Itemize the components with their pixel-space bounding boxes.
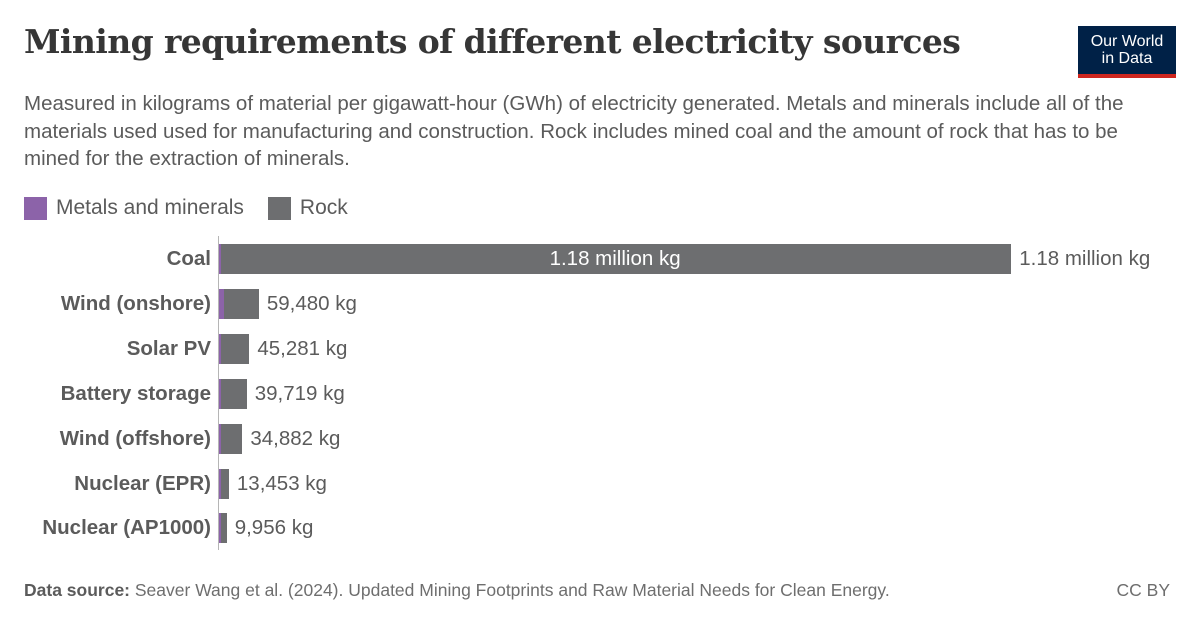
logo-accent-bar [1078,74,1176,78]
chart-subtitle: Measured in kilograms of material per gi… [24,92,1124,170]
value-label: 39,719 kg [254,382,345,405]
metals-segment[interactable] [219,469,221,499]
rock-segment[interactable] [220,244,1012,274]
metals-segment[interactable] [219,513,221,543]
value-label: 34,882 kg [250,427,341,450]
stacked-bar[interactable] [219,289,259,319]
category-label: Battery storage [60,382,211,405]
bar-row[interactable]: Battery storage 39,719 kg [0,379,1200,409]
bar-row[interactable]: Nuclear (EPR) 13,453 kg [0,469,1200,499]
stacked-bar[interactable] [219,513,227,543]
bar-row[interactable]: Wind (offshore) 34,882 kg [0,424,1200,454]
category-label: Nuclear (AP1000) [42,516,211,539]
rock-segment[interactable] [220,469,229,499]
metals-segment[interactable] [219,424,221,454]
legend-label: Metals and minerals [56,196,244,219]
source-label: Data source: [24,580,131,600]
bar-row[interactable]: Wind (onshore) 59,480 kg [0,289,1200,319]
bar-chart: Coal 1.18 million kg 1.18 million kg Wind (… [0,236,1200,556]
rock-segment[interactable] [224,289,259,319]
logo-line-2: in Data [1101,50,1153,67]
bar-row[interactable]: Solar PV 45,281 kg [0,334,1200,364]
category-label: Nuclear (EPR) [74,472,211,495]
data-source: Data source: Seaver Wang et al. (2024). … [24,580,890,601]
rock-segment[interactable] [220,424,243,454]
stacked-bar[interactable] [219,334,250,364]
rock-segment[interactable] [220,334,250,364]
legend-item-metals[interactable]: Metals and minerals [24,196,244,220]
license[interactable]: CC BY [1116,580,1170,600]
stacked-bar[interactable] [219,379,247,409]
value-label: 1.18 million kg [1019,247,1151,270]
legend-item-rock[interactable]: Rock [267,196,348,220]
stacked-bar[interactable] [219,469,229,499]
legend-label: Rock [299,196,348,219]
category-label: Wind (onshore) [60,292,211,315]
value-label: 9,956 kg [234,516,314,539]
category-label: Coal [166,247,211,270]
inner-value-label: 1.18 million kg [549,247,681,270]
metals-swatch-icon [24,196,47,220]
value-label: 45,281 kg [257,337,348,360]
bar-row[interactable]: Nuclear (AP1000) 9,956 kg [0,513,1200,543]
owid-logo[interactable]: Our World in Data [1078,26,1176,78]
metals-segment[interactable] [219,244,221,274]
value-label: 59,480 kg [266,292,357,315]
bar-row[interactable]: Coal 1.18 million kg 1.18 million kg [0,244,1200,274]
rock-swatch-icon [267,196,291,220]
stacked-bar[interactable] [219,424,243,454]
legend: Metals and minerals Rock [24,196,372,220]
rock-segment[interactable] [220,513,227,543]
source-text[interactable]: Seaver Wang et al. (2024). Updated Minin… [130,580,890,600]
metals-segment[interactable] [219,379,221,409]
y-axis-line [218,236,219,550]
metals-segment[interactable] [219,289,225,319]
rock-segment[interactable] [220,379,247,409]
metals-segment[interactable] [219,334,221,364]
category-label: Solar PV [126,337,211,360]
logo-line-1: Our World [1090,33,1164,50]
stacked-bar[interactable] [219,244,1012,274]
chart-title: Mining requirements of different electri… [24,22,961,61]
category-label: Wind (offshore) [59,427,211,450]
value-label: 13,453 kg [236,472,327,495]
